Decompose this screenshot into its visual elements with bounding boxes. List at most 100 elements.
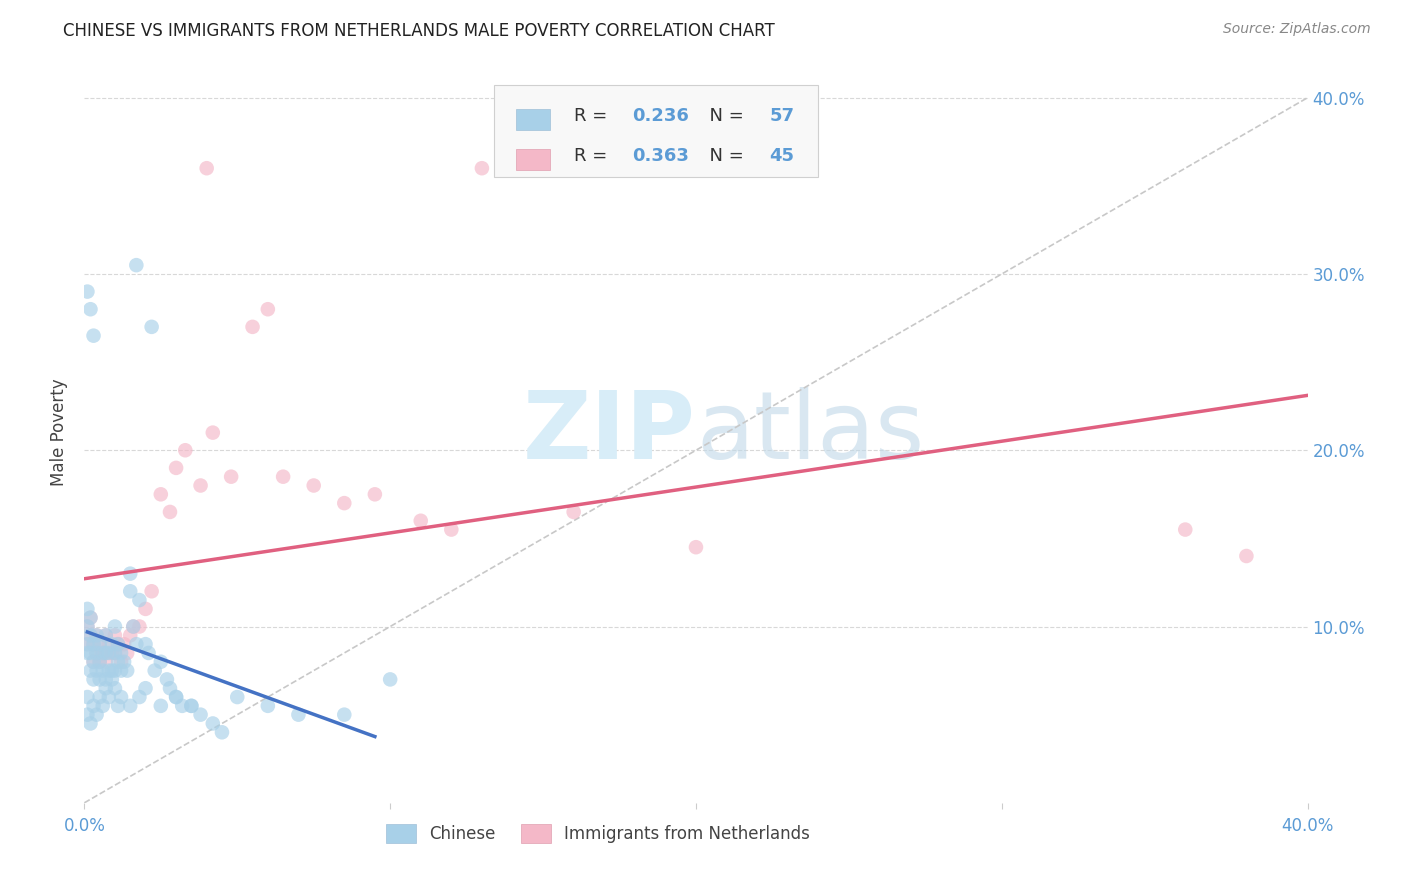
Point [364, 487, 387, 501]
Point [86, 707, 108, 722]
Point [91, 664, 114, 678]
Point [159, 505, 181, 519]
Point [172, 698, 194, 713]
Point [91, 646, 114, 660]
Point [112, 655, 135, 669]
Point [101, 664, 124, 678]
Point [149, 698, 172, 713]
Text: 0.363: 0.363 [633, 147, 689, 165]
Point [156, 673, 179, 687]
Point [201, 716, 224, 731]
Point [94, 655, 117, 669]
Point [101, 637, 124, 651]
Point [97, 646, 120, 660]
Point [190, 478, 212, 492]
Point [685, 540, 707, 554]
Point [128, 690, 150, 704]
Point [120, 628, 142, 642]
Point [104, 681, 127, 696]
Point [76, 637, 98, 651]
Point [97, 664, 120, 678]
Point [380, 673, 402, 687]
Point [110, 690, 132, 704]
Point [86, 646, 108, 660]
Point [141, 584, 163, 599]
Point [149, 655, 172, 669]
Point [1174, 523, 1197, 537]
Point [112, 637, 135, 651]
Point [76, 619, 98, 633]
Point [91, 698, 114, 713]
Point [89, 655, 111, 669]
Point [165, 461, 187, 475]
Text: ZIP: ZIP [523, 386, 696, 479]
Text: R =: R = [574, 108, 613, 126]
Point [165, 690, 187, 704]
Point [76, 619, 98, 633]
Point [86, 628, 108, 642]
Point [86, 628, 108, 642]
Text: R =: R = [574, 147, 613, 165]
Point [138, 646, 160, 660]
Point [135, 637, 157, 651]
Point [107, 637, 129, 651]
Point [165, 690, 187, 704]
Point [128, 619, 150, 633]
Point [120, 584, 142, 599]
Point [128, 593, 150, 607]
Point [333, 496, 356, 510]
Point [94, 628, 117, 642]
Point [125, 637, 148, 651]
Point [471, 161, 494, 176]
FancyBboxPatch shape [516, 149, 550, 169]
Point [141, 319, 163, 334]
Point [101, 646, 124, 660]
Point [143, 664, 166, 678]
Point [149, 487, 172, 501]
Point [302, 478, 325, 492]
Text: Source: ZipAtlas.com: Source: ZipAtlas.com [1223, 22, 1371, 37]
Point [333, 707, 356, 722]
Point [180, 698, 202, 713]
Y-axis label: Male Poverty: Male Poverty [51, 379, 69, 486]
Point [79, 716, 101, 731]
Point [83, 328, 105, 343]
Point [97, 690, 120, 704]
Point [562, 505, 585, 519]
Point [107, 698, 129, 713]
Point [86, 664, 108, 678]
Point [219, 469, 242, 483]
Point [104, 628, 127, 642]
Point [104, 646, 127, 660]
Point [79, 628, 101, 642]
Point [125, 258, 148, 272]
Point [135, 602, 157, 616]
Point [79, 610, 101, 624]
Point [242, 319, 264, 334]
Point [104, 664, 127, 678]
Point [180, 698, 202, 713]
Point [79, 302, 101, 317]
Point [79, 664, 101, 678]
Point [94, 646, 117, 660]
Point [120, 566, 142, 581]
Point [91, 646, 114, 660]
Point [101, 673, 124, 687]
Point [271, 469, 294, 483]
Point [89, 690, 111, 704]
Point [110, 655, 132, 669]
Point [135, 681, 157, 696]
Point [409, 514, 432, 528]
Point [120, 698, 142, 713]
Point [115, 646, 138, 660]
Text: 0.236: 0.236 [633, 108, 689, 126]
Point [110, 646, 132, 660]
Point [107, 655, 129, 669]
Point [83, 655, 105, 669]
Point [89, 637, 111, 651]
FancyBboxPatch shape [494, 85, 818, 178]
Text: N =: N = [699, 108, 749, 126]
Point [79, 646, 101, 660]
Point [83, 637, 105, 651]
Point [79, 610, 101, 624]
